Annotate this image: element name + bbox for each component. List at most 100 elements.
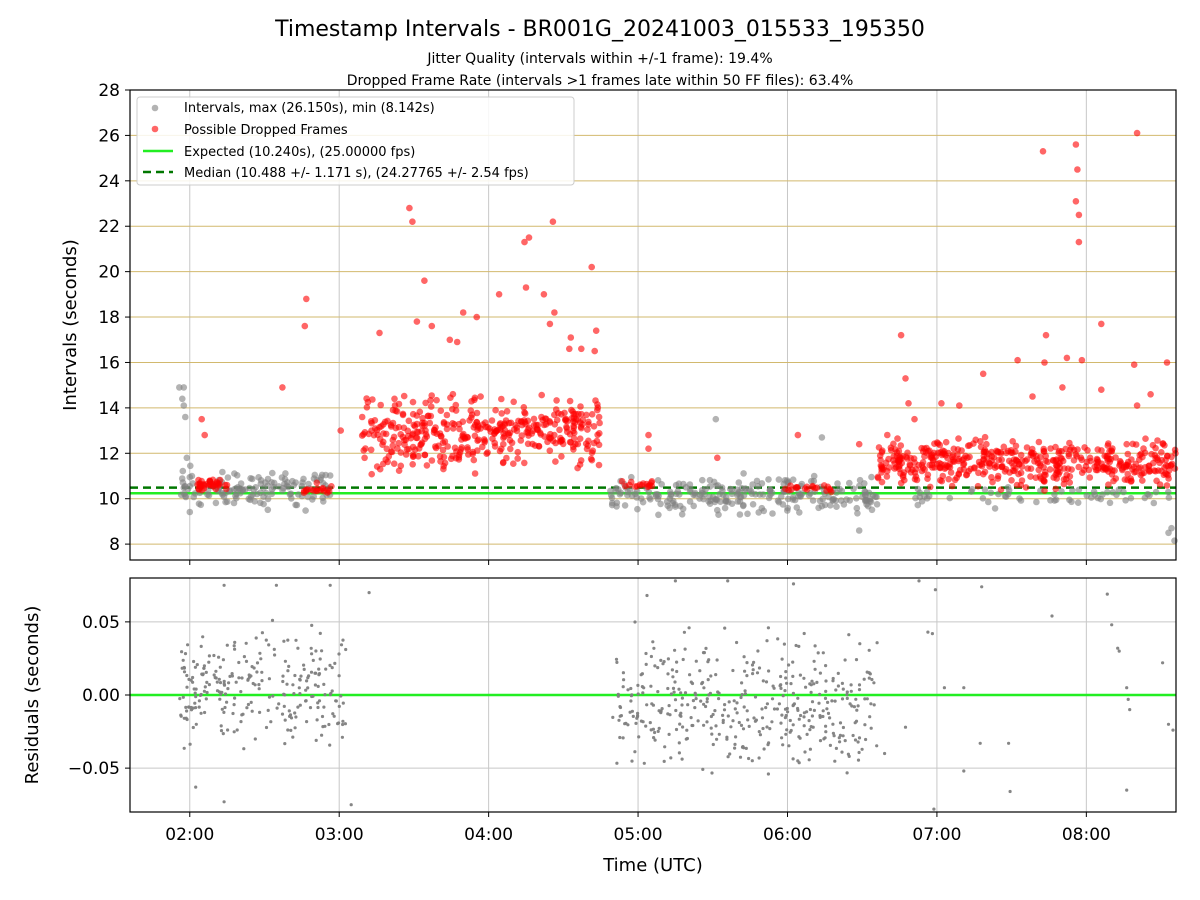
residual-point [631,714,635,719]
residual-point [808,747,813,751]
dropped-frame-point [938,400,945,407]
residual-point [624,721,628,725]
residual-point [1116,646,1120,650]
dropped-frame-point [577,403,584,410]
residual-point [267,677,271,681]
residual-point [813,667,817,671]
interval-point [784,504,791,512]
residual-point [735,701,739,705]
residual-point [694,697,698,701]
dropped-frame-point [433,430,441,438]
interval-point [674,488,682,495]
residual-point [228,674,232,679]
residual-point [843,739,847,743]
dropped-frame-point [1168,460,1176,468]
dropped-frame-point [517,418,525,425]
interval-point [746,486,753,494]
dropped-frame-point [484,449,491,456]
dropped-frame-point [1105,481,1112,489]
residual-point [223,692,228,696]
interval-point [706,476,714,484]
residual-point [702,651,707,655]
residual-point [807,758,811,762]
interval-point [766,486,774,494]
residual-point [779,721,783,725]
dropped-frame-point [474,447,481,454]
dropped-frame-point [510,426,518,433]
residual-point [760,707,764,711]
residual-point [621,685,625,689]
residual-point [857,688,862,692]
residual-point [283,742,287,746]
interval-point [722,493,730,501]
legend: Intervals, max (26.150s), min (8.142s) P… [136,96,575,186]
interval-point [712,482,720,490]
dropped-frame-point [1171,446,1179,454]
dropped-frame-point [517,437,525,444]
residual-point [344,647,348,652]
dropped-frame-point [1041,468,1049,476]
residual-point [309,646,313,650]
dropped-frame-point [409,461,417,468]
residual-point [767,741,771,745]
residual-point [218,681,223,685]
legend-median-label: Median (10.488 +/- 1.171 s), (24.27765 +… [184,166,529,181]
dropped-frame-point [437,458,444,465]
dropped-frame-point [884,431,891,439]
intervals-y-tick-label: 12 [98,444,120,464]
dropped-frame-point [644,483,652,491]
dropped-frame-point [566,345,573,353]
dropped-frame-point [456,425,463,433]
residual-point [845,771,849,775]
dropped-frame-point [963,471,970,479]
dropped-frame-point [453,338,461,346]
residual-point [202,666,206,670]
residual-point [761,679,765,683]
residual-point [286,638,290,642]
residual-point [818,739,823,743]
dropped-frame-point [449,452,456,460]
dropped-frame-point [576,461,584,468]
residual-point [341,638,345,642]
residual-point [812,659,816,663]
residual-point [670,668,675,672]
dropped-frame-point [890,453,898,460]
dropped-frame-point [1081,444,1088,451]
dropped-frame-point [1046,466,1054,473]
dropped-frame-point [878,478,886,486]
residual-point [330,666,334,670]
residual-point [199,644,203,649]
residual-point [818,671,823,675]
interval-point [987,489,995,497]
dropped-frame-point [399,433,407,441]
dropped-frame-point [1066,479,1073,486]
dropped-frame-point [368,470,376,478]
interval-point [230,499,238,507]
residual-point [788,730,792,734]
residual-point [306,686,310,690]
dropped-frame-point [1106,458,1114,466]
residual-point [710,732,714,736]
dropped-frame-point [1109,467,1116,474]
residual-point [207,660,211,664]
residual-point [860,747,864,751]
residual-point [802,631,806,636]
residual-point [1126,697,1130,702]
residual-point [310,652,314,656]
chart-subtitle-dropped: Dropped Frame Rate (intervals >1 frames … [347,73,854,89]
dropped-frame-point [946,460,954,468]
dropped-frame-point [395,439,403,447]
interval-point [269,469,276,477]
residual-point [740,693,744,697]
residual-point [195,663,199,667]
interval-point [179,395,186,403]
residual-point [709,714,714,719]
dropped-frame-point [1041,487,1048,495]
dropped-frame-point [319,484,327,492]
residual-point [310,623,314,628]
dropped-frame-point [638,481,646,489]
dropped-frame-point [533,421,540,429]
dropped-frame-point [470,424,478,431]
residual-point [687,626,691,630]
interval-point [1144,490,1151,498]
